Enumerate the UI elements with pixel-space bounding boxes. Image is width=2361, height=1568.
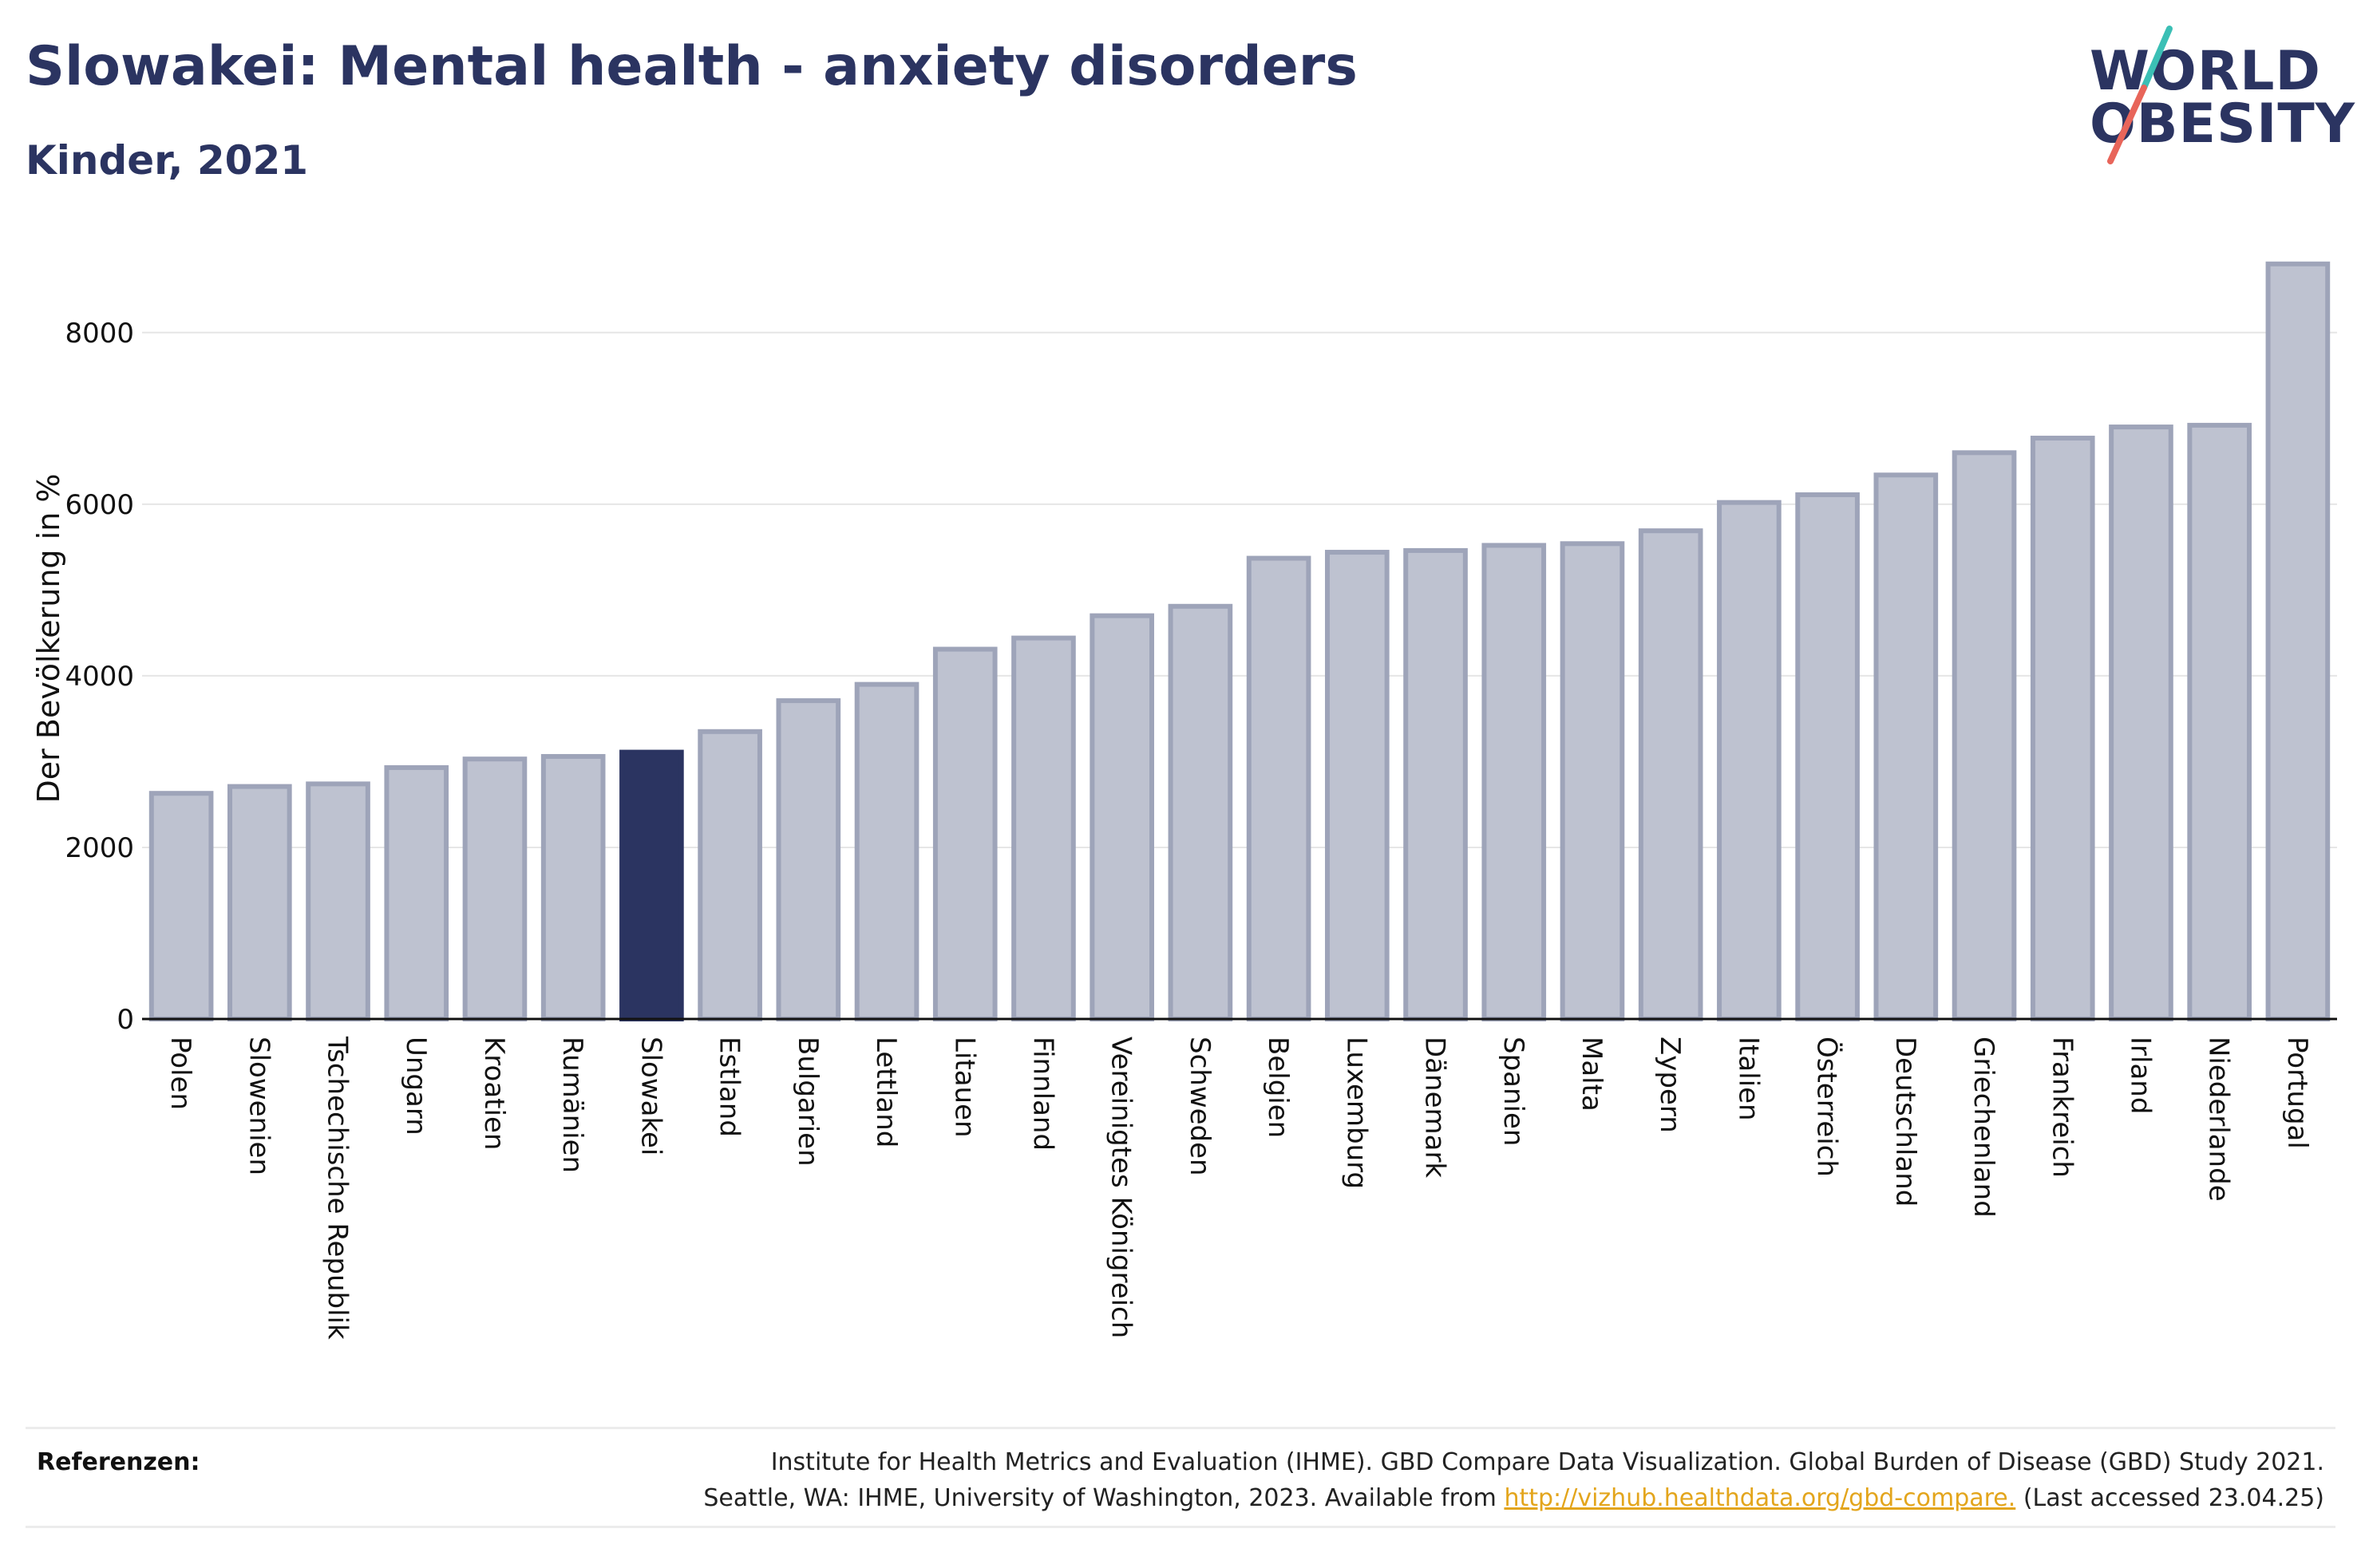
x-tick-label: Griechenland: [1968, 1037, 1999, 1218]
bar-finnland: [1011, 635, 1076, 1021]
bar-spanien: [1481, 543, 1547, 1021]
x-tick-label: Luxemburg: [1340, 1037, 1372, 1189]
bar-slowenien: [227, 784, 292, 1021]
references-line-2-prefix: Seattle, WA: IHME, University of Washing…: [703, 1484, 1505, 1512]
bar-estland: [698, 729, 762, 1021]
references-line-2-suffix: (Last accessed 23.04.25): [2015, 1484, 2324, 1512]
bar-ungarn: [384, 764, 449, 1021]
chart-bars: [148, 261, 2331, 1022]
bar-bulgarien: [776, 698, 841, 1021]
x-tick-label: Slowenien: [243, 1037, 275, 1175]
x-axis-ticks: Polen Slowenien Tschechische Republik Ungar…: [164, 1036, 2313, 1340]
x-tick-label: Litauen: [948, 1037, 980, 1138]
references-divider-top: [26, 1427, 2335, 1429]
chart-subtitle: Kinder, 2021: [26, 137, 309, 184]
y-tick-label: 0: [117, 1004, 134, 1036]
x-tick-label: Bulgarien: [792, 1037, 824, 1167]
bar-slowakei: [619, 749, 684, 1021]
x-tick-label: Lettland: [870, 1037, 902, 1147]
y-tick-label: 2000: [65, 832, 134, 864]
bar-belgien: [1246, 555, 1311, 1021]
x-tick-label: Estland: [714, 1037, 745, 1137]
logo-word-world: WORLD: [2090, 40, 2321, 103]
x-tick-label: Kroatien: [478, 1037, 510, 1150]
bar-vereinigtes-königreich: [1090, 613, 1155, 1021]
chart-title: Slowakei: Mental health - anxiety disord…: [26, 35, 1358, 98]
bar-portugal: [2265, 261, 2331, 1021]
bar-rumänien: [540, 753, 606, 1021]
x-tick-label: Frankreich: [2046, 1037, 2078, 1178]
x-tick-label: Österreich: [1811, 1037, 1844, 1177]
bar-litauen: [932, 646, 998, 1022]
y-tick-label: 8000: [65, 318, 134, 350]
x-tick-label: Italien: [1732, 1037, 1764, 1121]
x-tick-label: Zypern: [1654, 1037, 1686, 1133]
x-tick-label: Dänemark: [1419, 1037, 1451, 1178]
x-tick-label: Finnland: [1026, 1037, 1058, 1151]
bar-österreich: [1795, 492, 1860, 1021]
x-tick-label: Deutschland: [1889, 1037, 1921, 1207]
bar-frankreich: [2030, 436, 2095, 1021]
bar-deutschland: [1873, 472, 1939, 1021]
x-tick-label: Spanien: [1497, 1037, 1529, 1146]
bar-griechenland: [1952, 450, 2017, 1021]
x-tick-label: Tschechische Republik: [322, 1036, 354, 1340]
y-tick-label: 6000: [65, 489, 134, 521]
logo-slash-icon: [2107, 26, 2173, 164]
references-label: Referenzen:: [37, 1448, 200, 1476]
x-tick-label: Ungarn: [400, 1037, 432, 1136]
references-text: Institute for Health Metrics and Evaluat…: [703, 1444, 2324, 1516]
bar-malta: [1560, 541, 1625, 1021]
bar-chart: 0 2000 4000 6000 8000 Polen Slowenien Tschechi…: [31, 261, 2337, 1340]
bar-luxemburg: [1325, 550, 1390, 1021]
references-link[interactable]: http://vizhub.healthdata.org/gbd-compare…: [1504, 1484, 2016, 1512]
bar-dänemark: [1403, 547, 1468, 1021]
y-tick-label: 4000: [65, 661, 134, 693]
bar-zypern: [1638, 528, 1703, 1021]
world-obesity-logo: WORLD OBESITY: [2075, 24, 2355, 168]
logo-slash-top: [2141, 26, 2173, 91]
x-tick-label: Belgien: [1262, 1037, 1294, 1138]
x-tick-label: Slowakei: [635, 1037, 666, 1155]
references-divider-bottom: [26, 1526, 2335, 1528]
bar-kroatien: [462, 756, 528, 1021]
x-tick-label: Rumänien: [556, 1037, 588, 1173]
x-tick-label: Malta: [1576, 1037, 1608, 1112]
references-line-2: Seattle, WA: IHME, University of Washing…: [703, 1480, 2324, 1516]
x-tick-label: Schweden: [1184, 1037, 1216, 1176]
bar-irland: [2109, 425, 2173, 1021]
x-tick-label: Vereinigtes Königreich: [1105, 1037, 1137, 1338]
bar-polen: [148, 791, 214, 1021]
x-tick-label: Irland: [2124, 1037, 2156, 1114]
references-line-1: Institute for Health Metrics and Evaluat…: [770, 1448, 2324, 1476]
x-tick-label: Portugal: [2281, 1037, 2313, 1149]
logo-slash-bottom: [2107, 85, 2147, 164]
bar-lettland: [854, 681, 919, 1021]
x-tick-label: Polen: [164, 1037, 196, 1110]
x-tick-label: Niederlande: [2203, 1037, 2235, 1202]
bar-schweden: [1168, 603, 1233, 1021]
y-axis-ticks: 0 2000 4000 6000 8000: [65, 318, 134, 1036]
bar-italien: [1717, 500, 1782, 1021]
y-axis-label: Der Bevölkerung in %: [31, 474, 66, 804]
bar-niederlande: [2187, 422, 2252, 1021]
bar-tschechische-republik: [306, 781, 370, 1021]
